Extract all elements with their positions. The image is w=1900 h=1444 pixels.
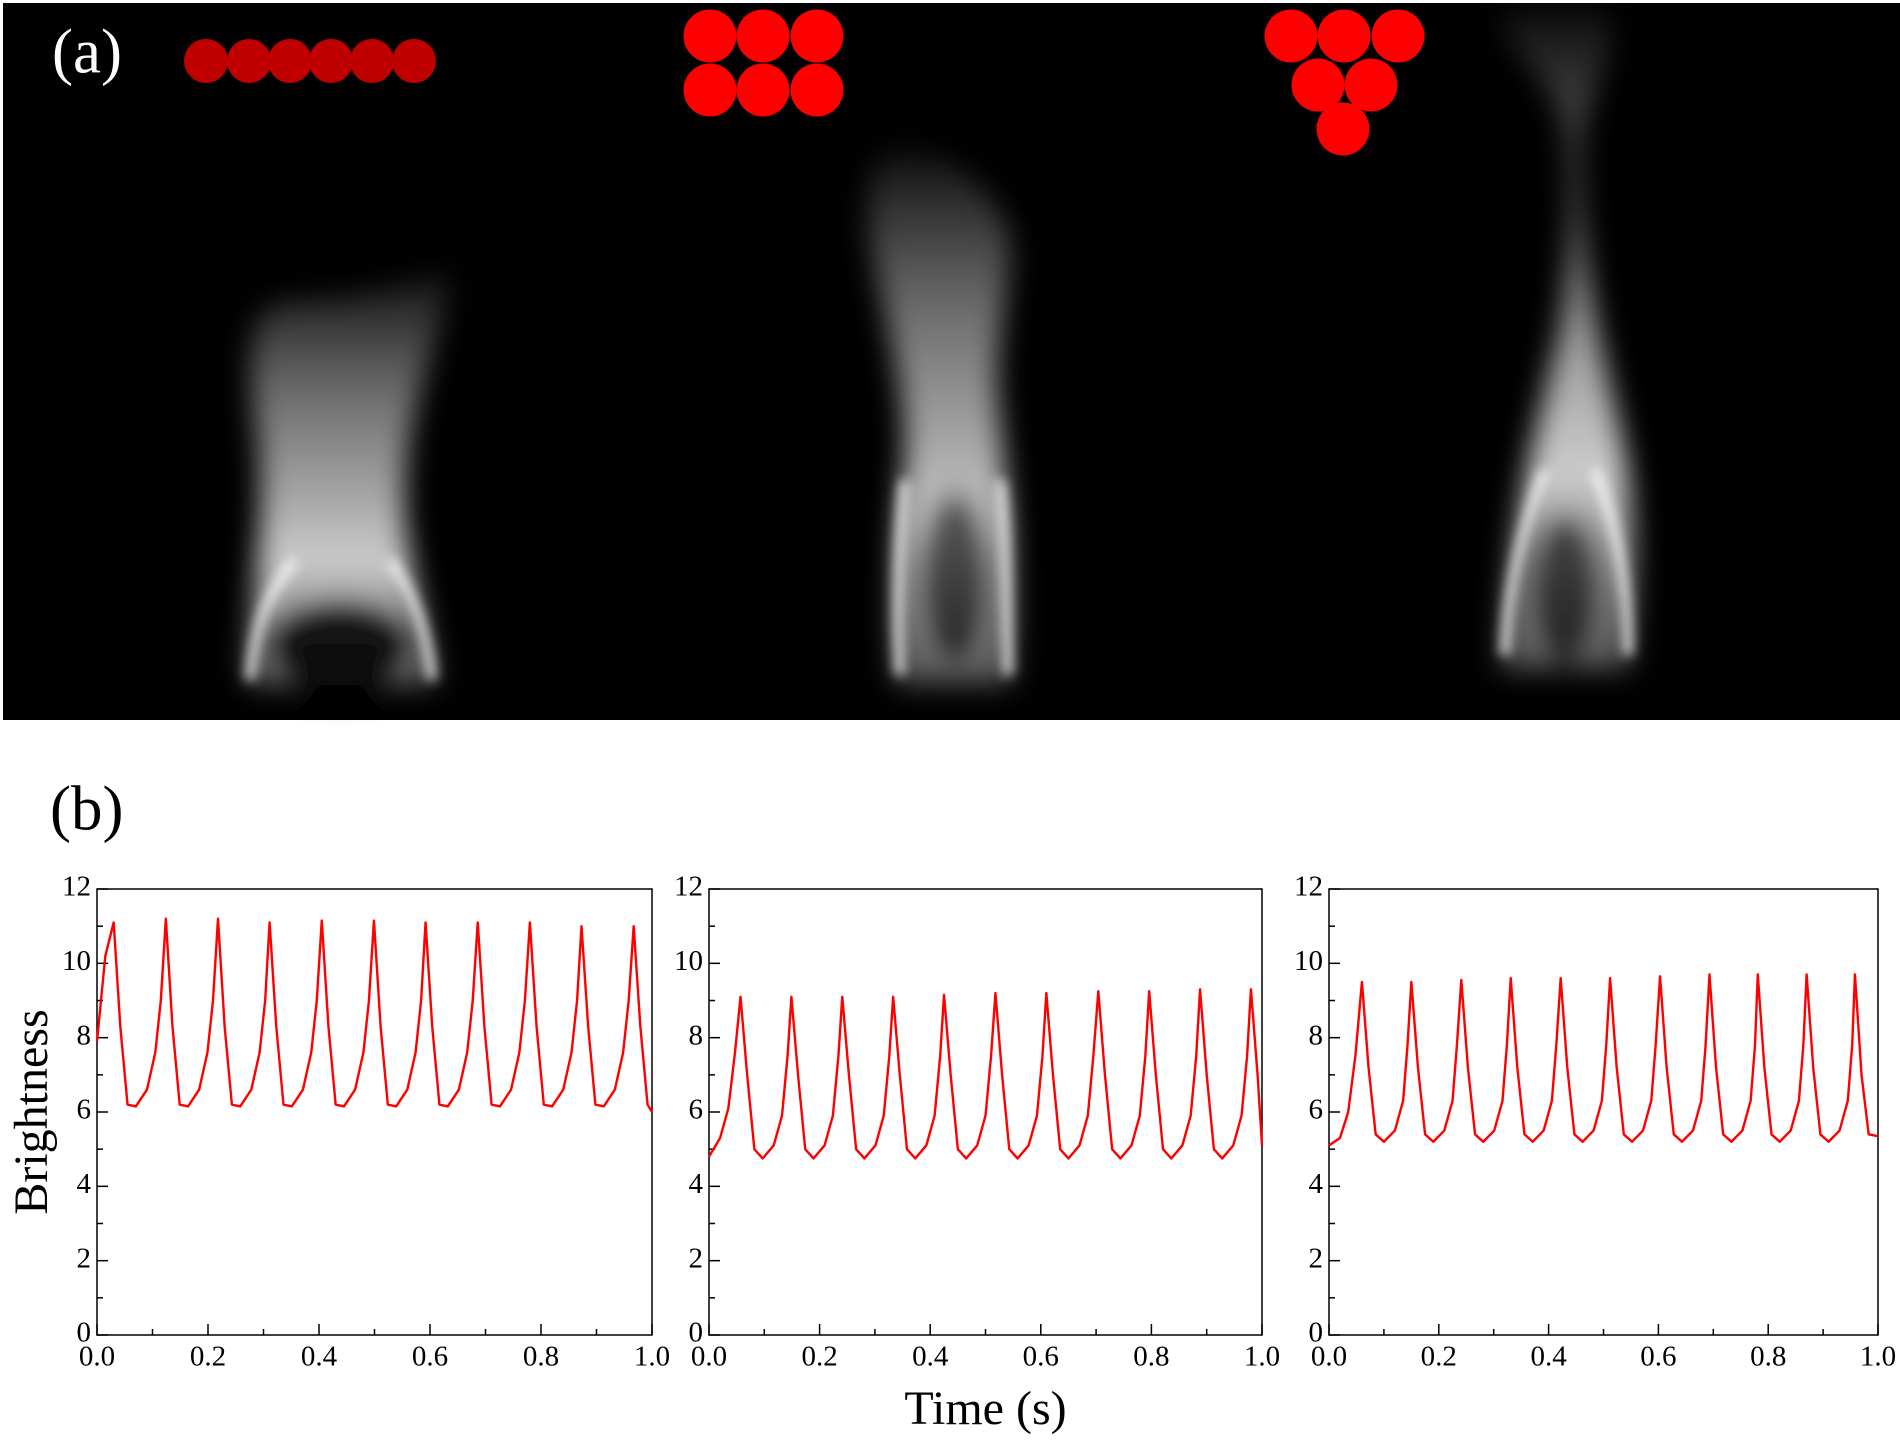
- y-tick-label: 4: [77, 1168, 92, 1200]
- plot-frame: [708, 888, 1263, 1336]
- y-tick-label: 12: [1294, 871, 1323, 903]
- x-tick-label: 0.6: [1640, 1341, 1676, 1373]
- x-tick-label: 0.4: [912, 1341, 949, 1373]
- plot-frame: [96, 888, 653, 1336]
- x-tick-label: 0.0: [79, 1341, 115, 1373]
- y-tick-label: 10: [674, 945, 703, 977]
- y-tick-label: 0: [689, 1317, 704, 1349]
- y-tick-label: 10: [62, 945, 91, 977]
- y-tick-label: 8: [689, 1019, 704, 1051]
- y-tick-label: 4: [689, 1168, 704, 1200]
- x-tick-label: 0.6: [412, 1341, 448, 1373]
- y-tick-label: 8: [1309, 1019, 1324, 1051]
- y-tick-label: 0: [1309, 1317, 1324, 1349]
- y-tick-label: 6: [77, 1094, 92, 1126]
- y-tick-label: 2: [689, 1242, 704, 1274]
- arrangement-grid: [683, 9, 844, 117]
- y-tick-label: 12: [62, 871, 91, 903]
- y-tick-label: 6: [1309, 1094, 1324, 1126]
- flame-1-edges: [245, 557, 437, 681]
- x-tick-label: 1.0: [634, 1341, 670, 1373]
- flame-2-edges: [893, 479, 1013, 676]
- arrangement-row: [184, 39, 436, 83]
- y-axis-label: Brightness: [5, 1009, 58, 1214]
- data-line: [1328, 973, 1879, 1147]
- x-tick-label: 0.8: [1750, 1341, 1786, 1373]
- y-tick-label: 2: [77, 1242, 92, 1274]
- y-tick-label: 10: [1294, 945, 1323, 977]
- x-tick-label: 0.6: [1023, 1341, 1059, 1373]
- data-line: [707, 988, 1264, 1160]
- x-axis-label: Time (s): [904, 1382, 1066, 1435]
- y-tick-label: 8: [77, 1019, 92, 1051]
- x-tick-label: 0.8: [523, 1341, 559, 1373]
- x-tick-label: 1.0: [1244, 1341, 1280, 1373]
- x-tick-label: 0.0: [1311, 1341, 1347, 1373]
- x-tick-label: 0.2: [801, 1341, 837, 1373]
- x-tick-label: 0.0: [691, 1341, 727, 1373]
- x-tick-label: 0.2: [1421, 1341, 1457, 1373]
- x-tick-label: 0.8: [1133, 1341, 1169, 1373]
- y-tick-label: 12: [674, 871, 703, 903]
- x-tick-label: 1.0: [1860, 1341, 1896, 1373]
- flame-photos: (a): [3, 3, 1900, 720]
- x-tick-label: 0.4: [1530, 1341, 1567, 1373]
- x-tick-label: 0.2: [190, 1341, 226, 1373]
- arrangement-triangle: [1264, 9, 1425, 156]
- y-tick-label: 2: [1309, 1242, 1324, 1274]
- y-tick-label: 4: [1309, 1168, 1324, 1200]
- y-tick-label: 0: [77, 1317, 92, 1349]
- x-tick-label: 0.4: [301, 1341, 338, 1373]
- flame-3-edges: [1500, 468, 1633, 656]
- plot-frame: [1328, 888, 1879, 1336]
- panel-label: (a): [52, 16, 122, 86]
- panel-label: (b): [50, 773, 123, 843]
- y-tick-label: 6: [689, 1094, 704, 1126]
- data-line: [95, 917, 654, 1113]
